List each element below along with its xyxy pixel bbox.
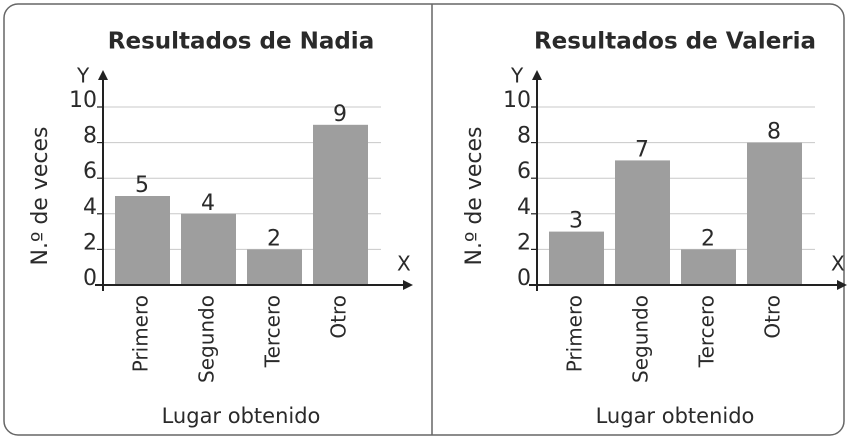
x-axis-name: X xyxy=(397,252,411,276)
y-axis-name: Y xyxy=(510,64,524,88)
y-tick-label: 0 xyxy=(83,266,97,291)
y-tick-label: 6 xyxy=(517,159,531,184)
x-tick-label: Tercero xyxy=(695,295,719,368)
value-label: 5 xyxy=(135,173,149,198)
y-tick-label: 10 xyxy=(69,88,97,113)
y-tick-label: 8 xyxy=(83,124,97,149)
y-axis-label: N.º de veces xyxy=(462,127,487,266)
x-tick-label: Otro xyxy=(327,295,351,339)
y-tick-label: 2 xyxy=(517,230,531,255)
bar xyxy=(549,231,604,285)
x-tick-label: Otro xyxy=(761,295,785,339)
x-axis-label: Lugar obtenido xyxy=(596,404,755,428)
value-label: 9 xyxy=(333,102,347,127)
bar xyxy=(747,142,802,285)
x-axis-label: Lugar obtenido xyxy=(162,404,321,428)
y-tick-label: 6 xyxy=(83,159,97,184)
value-label: 7 xyxy=(635,137,649,162)
value-label: 2 xyxy=(267,226,281,251)
y-tick-label: 4 xyxy=(83,195,97,220)
value-label: 3 xyxy=(569,209,583,234)
y-tick-label: 8 xyxy=(517,124,531,149)
y-axis-label: N.º de veces xyxy=(28,127,53,266)
x-axis-name: X xyxy=(831,252,845,276)
bar xyxy=(181,213,236,285)
bar xyxy=(115,196,170,285)
y-tick-label: 10 xyxy=(503,88,531,113)
value-label: 4 xyxy=(201,191,215,216)
frame xyxy=(3,3,845,436)
bar xyxy=(247,249,302,285)
x-tick-label: Tercero xyxy=(261,295,285,368)
y-tick-label: 4 xyxy=(517,195,531,220)
bar xyxy=(313,124,368,285)
x-tick-label: Segundo xyxy=(629,295,653,383)
y-tick-label: 2 xyxy=(83,230,97,255)
chart-title: Resultados de Nadia xyxy=(108,29,374,55)
chart-title: Resultados de Valeria xyxy=(534,29,816,55)
bar xyxy=(615,160,670,285)
y-tick-label: 0 xyxy=(517,266,531,291)
value-label: 2 xyxy=(701,226,715,251)
x-tick-label: Primero xyxy=(563,295,587,372)
value-label: 8 xyxy=(767,120,781,145)
bar xyxy=(681,249,736,285)
x-tick-label: Primero xyxy=(129,295,153,372)
y-axis-name: Y xyxy=(76,64,90,88)
x-tick-label: Segundo xyxy=(195,295,219,383)
